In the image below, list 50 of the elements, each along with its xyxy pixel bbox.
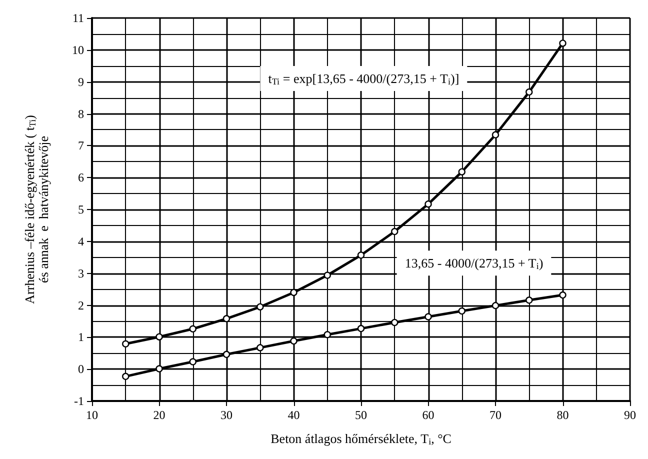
y-tick-label: 6 [78,170,84,185]
point [256,303,264,310]
point [526,296,533,304]
x-tick-label: 40 [288,408,300,422]
point [290,288,298,296]
point [256,344,264,352]
y-tick-label: 4 [78,234,84,248]
point [424,200,432,208]
point [189,325,196,332]
point [492,302,500,310]
point [357,252,365,259]
text: Arrhenius –féle idő-egyenérték ( tTi) és annak e hatványkitevője [22,115,51,304]
point [156,365,163,372]
y-tick-label: 8 [78,106,84,121]
y-tick-label: 5 [78,202,84,216]
point [559,40,566,47]
y-tick-label: 10 [72,42,84,57]
y-tick-label: 7 [78,138,84,153]
y-tick-label: 2 [78,298,84,312]
point [424,313,432,320]
point [156,333,163,340]
point [559,291,566,299]
point [458,168,466,176]
point [122,340,130,348]
y-tick-label: 3 [78,266,84,280]
y-tick-label: -1 [74,394,84,408]
y-tick-label: 0 [78,362,84,376]
point [526,88,533,96]
x-tick-label: 50 [355,408,367,422]
point [324,272,331,279]
point [391,228,398,236]
x-tick-label: 80 [556,408,569,422]
point [324,331,331,338]
point [492,131,500,138]
point [189,358,196,366]
y-tick-label: 11 [72,11,84,25]
y-tick-label: 1 [78,330,84,344]
y-tick-label: 9 [78,74,84,89]
x-tick-label: 70 [490,408,502,422]
point [458,307,466,315]
point [222,350,230,358]
x-tick-label: 60 [422,408,434,422]
x-tick-label: 30 [220,408,232,422]
x-tick-label: 90 [624,408,636,422]
point [222,315,230,322]
x-tick-label: 20 [153,408,166,422]
point [391,318,398,326]
point [122,372,130,380]
point [290,337,298,345]
point [357,324,365,332]
